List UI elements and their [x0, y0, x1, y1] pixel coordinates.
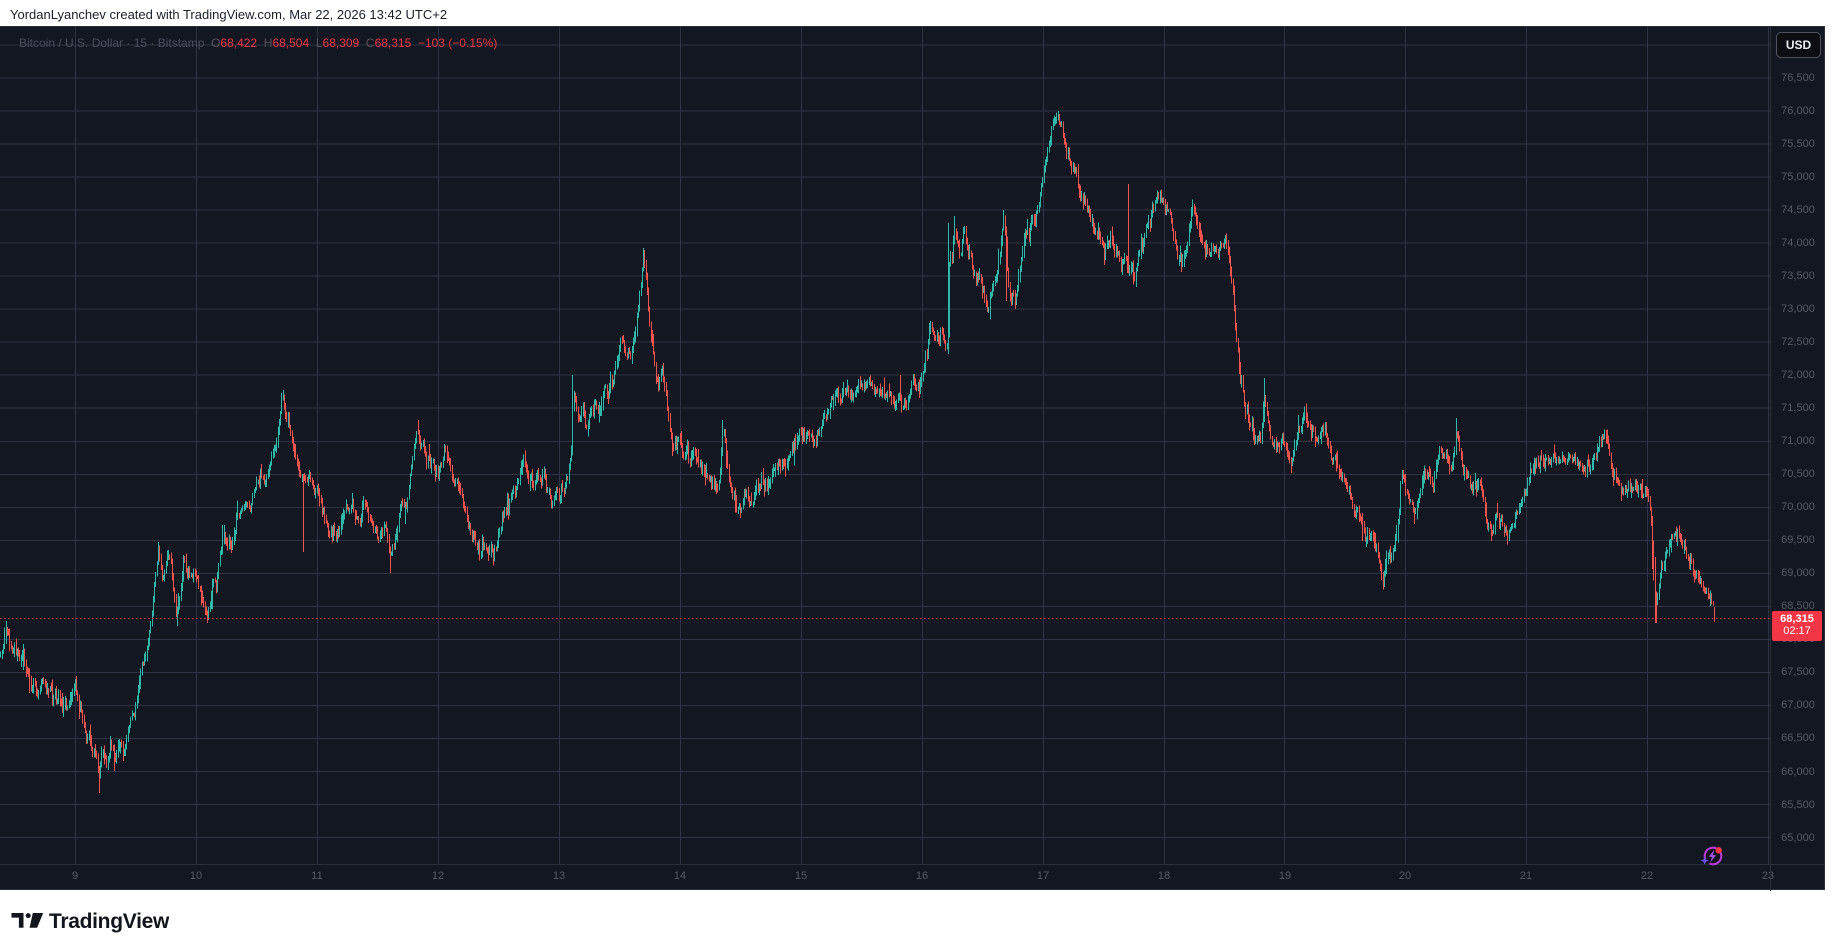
svg-text:TradingView: TradingView [49, 910, 170, 933]
